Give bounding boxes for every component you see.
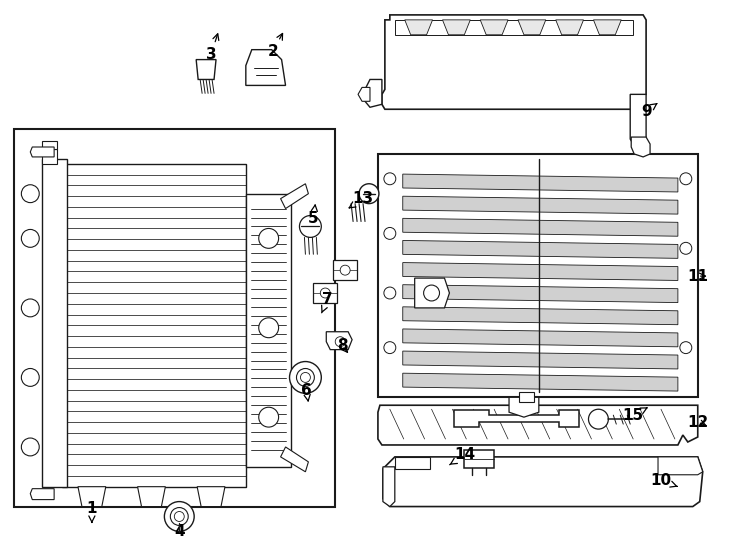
Text: 15: 15 bbox=[622, 408, 647, 423]
Polygon shape bbox=[594, 20, 621, 35]
Polygon shape bbox=[480, 20, 508, 35]
Polygon shape bbox=[280, 447, 308, 472]
Polygon shape bbox=[454, 410, 578, 427]
Polygon shape bbox=[403, 329, 678, 347]
Text: 1: 1 bbox=[87, 501, 97, 522]
Polygon shape bbox=[43, 149, 57, 164]
Polygon shape bbox=[280, 184, 308, 208]
Circle shape bbox=[340, 265, 350, 275]
Polygon shape bbox=[15, 129, 335, 507]
Circle shape bbox=[259, 407, 279, 427]
Polygon shape bbox=[78, 487, 106, 507]
Circle shape bbox=[21, 438, 39, 456]
Circle shape bbox=[21, 185, 39, 202]
Circle shape bbox=[335, 337, 345, 347]
Polygon shape bbox=[519, 393, 534, 402]
Circle shape bbox=[21, 368, 39, 387]
Polygon shape bbox=[509, 397, 539, 417]
Polygon shape bbox=[443, 20, 470, 35]
Polygon shape bbox=[403, 307, 678, 325]
Polygon shape bbox=[333, 260, 357, 280]
Circle shape bbox=[384, 173, 396, 185]
Polygon shape bbox=[631, 137, 650, 157]
Polygon shape bbox=[403, 218, 678, 236]
Polygon shape bbox=[518, 20, 546, 35]
Circle shape bbox=[164, 502, 195, 531]
Polygon shape bbox=[137, 487, 165, 507]
Polygon shape bbox=[395, 457, 429, 469]
Polygon shape bbox=[30, 147, 54, 157]
Circle shape bbox=[21, 230, 39, 247]
Circle shape bbox=[320, 288, 330, 298]
Circle shape bbox=[259, 228, 279, 248]
Polygon shape bbox=[358, 87, 370, 102]
Text: 13: 13 bbox=[349, 191, 374, 208]
Text: 9: 9 bbox=[641, 104, 657, 119]
Polygon shape bbox=[395, 20, 633, 35]
Text: 8: 8 bbox=[337, 338, 347, 353]
Polygon shape bbox=[465, 450, 494, 468]
Polygon shape bbox=[43, 159, 67, 487]
Circle shape bbox=[259, 318, 279, 338]
Polygon shape bbox=[382, 15, 646, 109]
Polygon shape bbox=[415, 278, 449, 308]
Circle shape bbox=[300, 373, 310, 382]
Polygon shape bbox=[404, 20, 432, 35]
Circle shape bbox=[297, 368, 314, 387]
Polygon shape bbox=[383, 467, 395, 507]
Circle shape bbox=[174, 511, 184, 522]
Text: 3: 3 bbox=[206, 34, 219, 62]
Polygon shape bbox=[403, 285, 678, 302]
Polygon shape bbox=[246, 50, 286, 85]
Polygon shape bbox=[313, 283, 337, 303]
Polygon shape bbox=[403, 351, 678, 369]
Circle shape bbox=[680, 242, 691, 254]
Circle shape bbox=[589, 409, 608, 429]
Polygon shape bbox=[196, 59, 216, 79]
Polygon shape bbox=[378, 405, 698, 445]
Polygon shape bbox=[246, 194, 291, 467]
Text: 2: 2 bbox=[267, 33, 283, 59]
Text: 14: 14 bbox=[450, 448, 476, 465]
Circle shape bbox=[680, 173, 691, 185]
Polygon shape bbox=[556, 20, 584, 35]
Text: 4: 4 bbox=[174, 524, 184, 539]
Circle shape bbox=[289, 362, 321, 393]
Circle shape bbox=[424, 285, 440, 301]
Circle shape bbox=[170, 508, 188, 525]
Polygon shape bbox=[403, 262, 678, 280]
Text: 6: 6 bbox=[301, 383, 312, 401]
Circle shape bbox=[21, 299, 39, 317]
Polygon shape bbox=[378, 154, 698, 397]
Polygon shape bbox=[30, 489, 54, 500]
Polygon shape bbox=[658, 457, 702, 475]
Text: 12: 12 bbox=[687, 415, 708, 430]
Polygon shape bbox=[403, 174, 678, 192]
Text: 11: 11 bbox=[687, 268, 708, 284]
Polygon shape bbox=[365, 79, 382, 107]
Text: 7: 7 bbox=[321, 293, 333, 313]
Polygon shape bbox=[631, 94, 646, 144]
Text: 5: 5 bbox=[308, 205, 319, 226]
Polygon shape bbox=[403, 373, 678, 391]
Circle shape bbox=[680, 342, 691, 354]
Circle shape bbox=[384, 287, 396, 299]
Circle shape bbox=[384, 227, 396, 239]
Circle shape bbox=[384, 342, 396, 354]
Text: 10: 10 bbox=[650, 473, 677, 488]
Polygon shape bbox=[403, 196, 678, 214]
Polygon shape bbox=[403, 240, 678, 258]
Polygon shape bbox=[43, 141, 57, 149]
Polygon shape bbox=[327, 332, 352, 349]
Polygon shape bbox=[383, 457, 702, 507]
Circle shape bbox=[359, 184, 379, 204]
Polygon shape bbox=[197, 487, 225, 507]
Circle shape bbox=[299, 215, 321, 238]
